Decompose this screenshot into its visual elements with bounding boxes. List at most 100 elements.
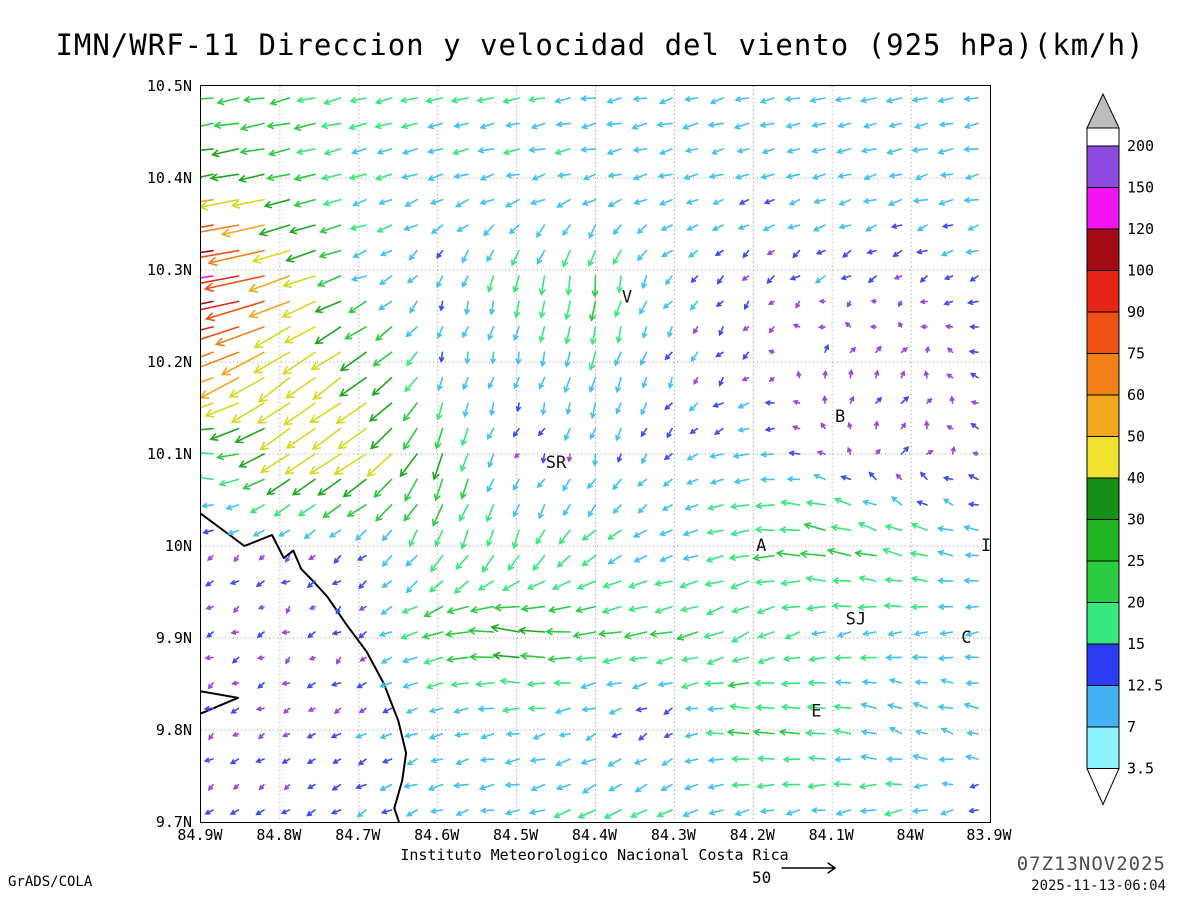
wind-arrow — [529, 757, 546, 764]
wind-arrow — [239, 147, 265, 156]
wind-arrow — [754, 704, 775, 711]
wind-arrow — [623, 631, 648, 640]
wind-arrow — [632, 529, 648, 538]
wind-arrow — [587, 249, 597, 268]
wind-arrow — [875, 396, 883, 404]
wind-arrow — [348, 122, 367, 131]
wind-arrow — [705, 729, 724, 737]
wind-arrow — [761, 148, 775, 155]
wind-arrow — [355, 783, 367, 790]
wind-arrow — [641, 326, 648, 340]
wind-arrow — [374, 173, 393, 181]
wind-arrow — [834, 679, 852, 686]
wind-arrow — [849, 395, 855, 404]
wind-arrow — [490, 624, 520, 633]
wind-arrow — [754, 502, 775, 510]
wind-arrow — [401, 148, 418, 155]
wind-arrow — [835, 809, 852, 816]
wind-arrow — [693, 376, 699, 386]
wind-arrow — [266, 478, 291, 496]
wind-arrow — [742, 326, 750, 332]
wind-arrow — [574, 605, 597, 614]
wind-arrow — [512, 427, 520, 438]
wind-arrow — [487, 376, 495, 390]
colorbar-band — [1086, 560, 1120, 603]
wind-arrow — [381, 580, 393, 588]
wind-arrow — [731, 656, 750, 664]
wind-arrow — [551, 580, 571, 590]
wind-arrow — [358, 580, 367, 590]
wind-arrow — [207, 249, 265, 266]
wind-arrow — [806, 703, 826, 711]
wind-arrow — [427, 783, 444, 791]
wind-arrow — [504, 198, 520, 208]
colorbar-level-label: 120 — [1127, 220, 1154, 238]
wind-arrow — [775, 549, 801, 558]
reference-vector-label: 50 — [752, 868, 772, 887]
wind-arrow — [201, 198, 240, 211]
wind-arrow — [781, 781, 801, 788]
wind-arrow — [526, 580, 546, 590]
wind-arrow — [400, 631, 418, 640]
wind-arrow — [636, 224, 648, 235]
colorbar-level-label: 30 — [1127, 511, 1145, 529]
lat-tick-label: 9.7N — [155, 813, 192, 831]
station-label: A — [756, 536, 766, 556]
wind-arrow — [916, 500, 928, 506]
wind-arrow — [912, 753, 928, 760]
wind-arrow — [201, 326, 214, 331]
wind-arrow — [530, 783, 546, 792]
wind-arrow — [869, 324, 877, 330]
wind-arrow — [708, 173, 724, 180]
wind-arrow — [295, 148, 316, 155]
wind-arrow — [201, 449, 214, 456]
wind-arrow — [277, 529, 291, 537]
wind-arrow — [332, 758, 342, 764]
wind-arrow — [291, 478, 316, 496]
wind-arrow — [333, 453, 367, 476]
wind-arrow — [558, 529, 571, 545]
wind-arrow — [319, 224, 342, 234]
wind-arrow — [233, 783, 240, 790]
wind-arrow — [900, 422, 907, 430]
wind-arrow — [653, 580, 673, 587]
wind-arrow — [741, 376, 750, 382]
wind-arrow — [201, 351, 240, 368]
wind-arrow — [281, 758, 291, 764]
wind-arrow — [565, 402, 572, 416]
wind-arrow — [218, 478, 240, 487]
wind-arrow — [405, 707, 418, 714]
wind-arrow — [306, 580, 316, 589]
wind-arrow — [257, 732, 265, 740]
wind-arrow — [836, 631, 852, 638]
wind-arrow — [555, 758, 571, 767]
wind-arrow — [430, 554, 444, 573]
wind-arrow — [752, 728, 775, 736]
lon-tick-label: 84.5W — [493, 826, 539, 844]
wind-arrow — [553, 97, 571, 104]
wind-arrow — [915, 248, 928, 255]
lon-tick-label: 84.3W — [650, 826, 696, 844]
wind-arrow — [258, 224, 291, 237]
wind-arrow — [563, 376, 571, 394]
wind-arrow — [860, 147, 877, 154]
wind-arrow — [379, 275, 393, 286]
wind-arrow — [225, 504, 240, 511]
wind-arrow — [785, 809, 801, 816]
wind-arrow — [402, 682, 418, 689]
wind-arrow — [614, 351, 622, 367]
wind-arrow — [455, 554, 469, 570]
wind-arrow — [207, 554, 214, 561]
wind-arrow — [372, 351, 393, 367]
wind-arrow — [887, 198, 903, 206]
colorbar-level-label: 3.5 — [1127, 760, 1154, 778]
wind-arrow — [405, 580, 418, 594]
wind-arrow — [335, 656, 342, 665]
wind-arrow — [408, 529, 418, 548]
wind-arrow — [555, 121, 571, 128]
wind-arrow — [282, 402, 316, 426]
wind-arrow — [436, 249, 444, 259]
wind-arrow — [808, 656, 826, 663]
wind-arrow — [859, 97, 877, 104]
wind-arrow — [446, 605, 469, 615]
